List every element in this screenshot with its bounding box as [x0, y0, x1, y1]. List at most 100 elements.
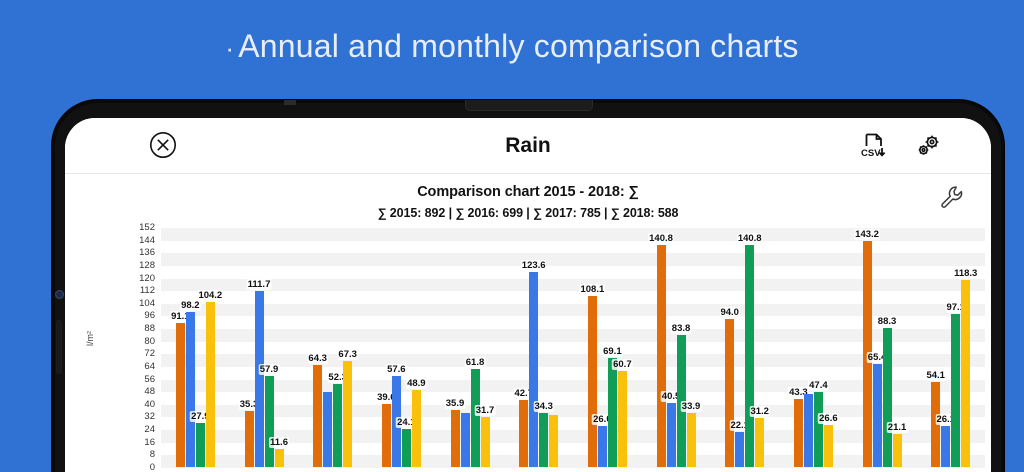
grid-band [161, 404, 985, 418]
bar-value-label: 26.0 [592, 413, 613, 425]
y-tick-label: 40 [144, 398, 155, 410]
bar-value-label: 123.6 [520, 259, 547, 271]
bar-value-label: 57.6 [386, 364, 407, 376]
y-tick-label: 56 [144, 373, 155, 385]
grid-band [161, 303, 985, 317]
y-tick-label: 96 [144, 310, 155, 322]
bar-2016[interactable]: 26.1 [935, 413, 956, 467]
y-axis-label: l/m² [85, 331, 95, 346]
bar-2018[interactable]: 60.7 [612, 359, 633, 467]
y-tick-label: 24 [144, 424, 155, 436]
bar-value-label: 108.1 [579, 284, 606, 296]
chart-subtitle: ∑ 2015: 892 | ∑ 2016: 699 | ∑ 2017: 785 … [377, 206, 679, 220]
bar-value-label: 34.3 [533, 400, 554, 412]
bar-2015[interactable]: 94.0 [719, 306, 740, 467]
y-tick-label: 144 [139, 234, 155, 246]
close-icon[interactable] [149, 131, 177, 159]
bar-2018[interactable]: 21.1 [886, 421, 908, 467]
bar-2015[interactable]: 42.7 [513, 387, 534, 467]
bar-2015[interactable]: 140.8 [648, 232, 674, 467]
plot-canvas: 91.1 98.2 27.9 104.2 35.3 111.7 57.9 11.6 64.3 52… [161, 228, 985, 468]
bar-2018[interactable]: 11.6 [269, 436, 289, 467]
phone-camera-dot-icon [55, 290, 64, 299]
bar-2017[interactable]: 61.8 [464, 357, 486, 467]
bar-2016[interactable]: 40.5 [660, 391, 682, 467]
bar-2018[interactable]: 31.7 [474, 404, 496, 467]
bar-2016[interactable] [460, 413, 470, 467]
bar-2016[interactable]: 26.0 [592, 413, 613, 467]
phone-side-button[interactable] [56, 320, 62, 374]
bar-2018[interactable]: 33.9 [680, 401, 702, 467]
bar-2016[interactable]: 98.2 [180, 299, 201, 467]
marketing-caption: · Annual and monthly comparison charts [0, 28, 1024, 65]
wrench-icon[interactable] [939, 184, 965, 210]
bar-2016[interactable] [803, 394, 813, 467]
bar-2017[interactable]: 57.9 [258, 363, 280, 467]
bar-value-label: 40.5 [660, 391, 682, 403]
bar-value-label: 47.4 [808, 380, 829, 392]
gears-settings-icon[interactable] [913, 131, 943, 161]
bar-value-label: 118.3 [953, 268, 979, 280]
bar-2016[interactable]: 22.1 [729, 420, 750, 467]
grid-band [161, 228, 985, 241]
app-bar: Rain CSV [65, 118, 991, 174]
bar-2018[interactable]: 104.2 [197, 290, 224, 467]
bar-2017[interactable]: 97.1 [945, 301, 966, 467]
bar-2015[interactable]: 35.9 [444, 398, 466, 467]
bar-2017[interactable]: 52.3 [327, 372, 348, 467]
bar-2018[interactable]: 48.9 [406, 377, 427, 467]
bar-2016[interactable] [323, 392, 333, 467]
bar-2016[interactable]: 111.7 [246, 278, 272, 467]
bar-2015[interactable]: 91.1 [170, 311, 191, 467]
bar-2015[interactable]: 64.3 [307, 353, 328, 467]
bar-value-label: 88.3 [876, 315, 898, 327]
bar-group: 108.1 26.0 69.1 60.7 [573, 228, 642, 467]
bar-2017[interactable]: 24.1 [396, 416, 417, 467]
chart-plot-area: l/m² 152 144 136 128 120 112 104 96 88 80 72 64 56 48… [65, 223, 991, 472]
bar-group: 54.1 26.1 97.1 118.3 [916, 228, 985, 467]
bar-value-label: 35.9 [444, 398, 466, 410]
bar-value-label: 60.7 [612, 359, 633, 371]
bar-2017[interactable]: 47.4 [808, 380, 829, 467]
bar-2017[interactable]: 140.8 [736, 232, 763, 467]
bar-group: 35.9 61.8 31.7 [436, 228, 505, 467]
bar-2017[interactable]: 88.3 [876, 315, 898, 467]
page-title: Rain [505, 134, 551, 157]
bar-2018[interactable]: 26.6 [818, 413, 839, 467]
csv-download-icon[interactable]: CSV [858, 132, 888, 162]
bar-value-label: 57.9 [258, 363, 280, 375]
bar-2017[interactable]: 69.1 [602, 345, 623, 467]
bar-groups: 91.1 98.2 27.9 104.2 35.3 111.7 57.9 11.6 64.3 52… [161, 228, 985, 467]
bar-group: 94.0 22.1 140.8 31.2 [710, 228, 779, 467]
bar-group: 140.8 40.5 83.8 33.9 [642, 228, 711, 467]
y-tick-label: 16 [144, 436, 155, 448]
bar-group: 43.3 47.4 26.6 [779, 228, 848, 467]
bar-group: 42.7 123.6 34.3 [504, 228, 573, 467]
bar-value-label: 83.8 [670, 322, 692, 334]
bar-2017[interactable]: 27.9 [190, 410, 211, 467]
bar-2017[interactable]: 83.8 [670, 322, 692, 467]
bar-2018[interactable] [549, 414, 559, 467]
bar-value-label: 24.1 [396, 416, 417, 428]
bar-2015[interactable]: 35.3 [238, 399, 260, 467]
bar-2015[interactable]: 43.3 [788, 386, 809, 467]
bar-2018[interactable]: 118.3 [953, 268, 979, 467]
bar-group: 39.6 57.6 24.1 48.9 [367, 228, 436, 467]
bar-2015[interactable]: 39.6 [376, 392, 397, 467]
y-tick-label: 64 [144, 360, 155, 372]
bar-value-label: 26.1 [935, 413, 956, 425]
bar-2015[interactable]: 108.1 [579, 284, 606, 467]
bar-value-label: 111.7 [246, 278, 272, 290]
bar-2018[interactable]: 31.2 [749, 405, 770, 467]
bar-2018[interactable]: 67.3 [337, 348, 358, 467]
y-tick-label: 88 [144, 323, 155, 335]
bar-value-label: 69.1 [602, 345, 623, 357]
bar-value-label: 48.9 [406, 377, 427, 389]
bar-2017[interactable]: 34.3 [533, 400, 554, 467]
bar-2016[interactable]: 123.6 [520, 259, 547, 467]
bar-2016[interactable]: 65.4 [866, 351, 888, 467]
bar-group: 91.1 98.2 27.9 104.2 [161, 228, 230, 467]
y-axis-ticks: 152 144 136 128 120 112 104 96 88 80 72 64 56 48 40 32 2… [95, 223, 155, 472]
bar-group: 64.3 52.3 67.3 [298, 228, 367, 467]
